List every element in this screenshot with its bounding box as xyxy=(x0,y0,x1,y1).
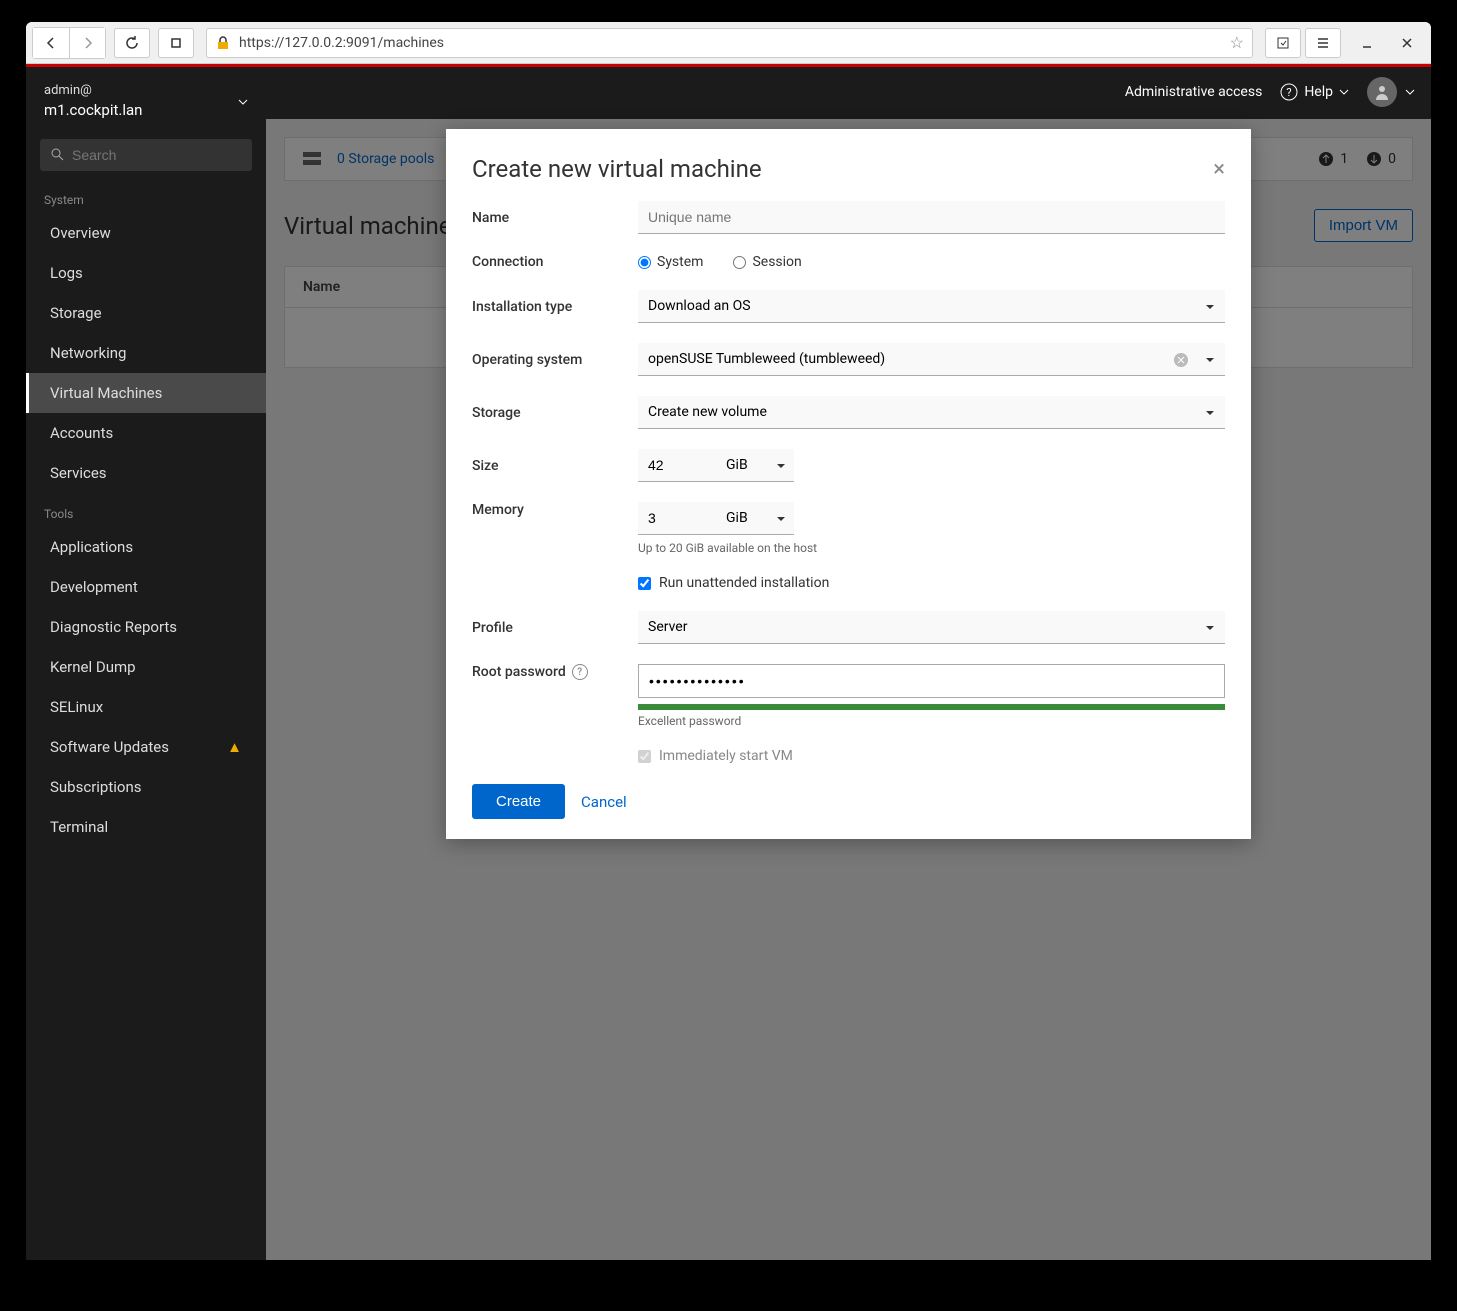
memory-hint: Up to 20 GiB available on the host xyxy=(638,541,1225,555)
radio-system[interactable]: System xyxy=(638,254,703,270)
size-input[interactable] xyxy=(638,449,716,482)
reload-button[interactable] xyxy=(114,28,150,58)
sidebar-item-logs[interactable]: Logs xyxy=(26,253,266,293)
lock-icon xyxy=(215,35,231,51)
label-install-type: Installation type xyxy=(472,299,638,315)
label-size: Size xyxy=(472,458,638,474)
chevron-down-icon xyxy=(238,99,248,105)
admin-access-label[interactable]: Administrative access xyxy=(1125,84,1262,100)
svg-text:?: ? xyxy=(1287,86,1292,99)
radio-session[interactable]: Session xyxy=(733,254,801,270)
browser-toolbar: https://127.0.0.2:9091/machines ☆ xyxy=(26,22,1431,64)
name-input[interactable] xyxy=(638,201,1225,234)
warning-icon: ▲ xyxy=(227,738,242,756)
label-memory: Memory xyxy=(472,502,638,518)
minimize-button[interactable] xyxy=(1349,28,1385,58)
search-icon xyxy=(50,147,64,161)
size-unit-select[interactable]: GiB xyxy=(716,449,794,482)
avatar-icon xyxy=(1367,77,1397,107)
sidebar-item-overview[interactable]: Overview xyxy=(26,213,266,253)
cancel-button[interactable]: Cancel xyxy=(581,793,627,811)
memory-unit-select[interactable]: GiB xyxy=(716,502,794,535)
url-bar[interactable]: https://127.0.0.2:9091/machines ☆ xyxy=(206,28,1253,58)
caret-down-icon xyxy=(776,463,786,469)
clear-icon[interactable] xyxy=(1173,352,1189,368)
create-vm-modal: Create new virtual machine × Name Connec… xyxy=(446,129,1251,839)
sidebar-item-software-updates[interactable]: Software Updates ▲ xyxy=(26,727,266,767)
help-icon[interactable]: ? xyxy=(572,664,588,680)
nav-section-system: System xyxy=(26,179,266,213)
label-os: Operating system xyxy=(472,352,638,368)
modal-overlay: Create new virtual machine × Name Connec… xyxy=(266,119,1431,1260)
nav-section-tools: Tools xyxy=(26,493,266,527)
sidebar-item-networking[interactable]: Networking xyxy=(26,333,266,373)
modal-title: Create new virtual machine xyxy=(472,155,762,183)
host-name: m1.cockpit.lan xyxy=(44,100,142,121)
bookmark-star-icon[interactable]: ☆ xyxy=(1230,33,1244,52)
memory-input[interactable] xyxy=(638,502,716,535)
host-user: admin@ xyxy=(44,82,142,100)
sidebar: admin@ m1.cockpit.lan System Overview Lo… xyxy=(26,64,266,1260)
label-name: Name xyxy=(472,210,638,226)
search-input[interactable] xyxy=(40,139,252,171)
sidebar-item-applications[interactable]: Applications xyxy=(26,527,266,567)
label-storage: Storage xyxy=(472,405,638,421)
menu-button[interactable] xyxy=(1305,28,1341,58)
sidebar-item-subscriptions[interactable]: Subscriptions xyxy=(26,767,266,807)
install-type-select[interactable]: Download an OS xyxy=(638,290,1225,323)
sidebar-item-terminal[interactable]: Terminal xyxy=(26,807,266,847)
caret-down-icon xyxy=(776,516,786,522)
os-select[interactable]: openSUSE Tumbleweed (tumbleweed) xyxy=(638,343,1225,376)
sidebar-item-kernel-dump[interactable]: Kernel Dump xyxy=(26,647,266,687)
password-strength-bar xyxy=(638,704,1225,710)
forward-button[interactable] xyxy=(69,28,105,58)
sidebar-item-storage[interactable]: Storage xyxy=(26,293,266,333)
immediate-start-checkbox[interactable]: Immediately start VM xyxy=(638,748,1225,764)
sidebar-item-virtual-machines[interactable]: Virtual Machines xyxy=(26,373,266,413)
create-button[interactable]: Create xyxy=(472,784,565,819)
sidebar-item-development[interactable]: Development xyxy=(26,567,266,607)
label-root-password: Root password xyxy=(472,664,566,680)
close-modal-button[interactable]: × xyxy=(1213,157,1225,182)
close-button[interactable] xyxy=(1389,28,1425,58)
profile-select[interactable]: Server xyxy=(638,611,1225,644)
chevron-down-icon xyxy=(1405,89,1415,95)
root-password-input[interactable] xyxy=(638,664,1225,698)
label-connection: Connection xyxy=(472,254,638,270)
sidebar-item-services[interactable]: Services xyxy=(26,453,266,493)
host-selector[interactable]: admin@ m1.cockpit.lan xyxy=(26,72,266,131)
chevron-down-icon xyxy=(1339,89,1349,95)
help-button[interactable]: ? Help xyxy=(1280,83,1349,101)
help-icon: ? xyxy=(1280,83,1298,101)
user-menu[interactable] xyxy=(1367,77,1415,107)
sidebar-item-diagnostic-reports[interactable]: Diagnostic Reports xyxy=(26,607,266,647)
home-button[interactable] xyxy=(158,28,194,58)
sidebar-item-selinux[interactable]: SELinux xyxy=(26,687,266,727)
unattended-checkbox[interactable]: Run unattended installation xyxy=(638,575,1225,591)
password-hint: Excellent password xyxy=(638,714,1225,728)
back-button[interactable] xyxy=(33,28,69,58)
shield-button[interactable] xyxy=(1265,28,1301,58)
url-text: https://127.0.0.2:9091/machines xyxy=(239,35,1230,51)
accent-line xyxy=(26,64,1431,67)
label-profile: Profile xyxy=(472,620,638,636)
sidebar-item-accounts[interactable]: Accounts xyxy=(26,413,266,453)
storage-select[interactable]: Create new volume xyxy=(638,396,1225,429)
topbar: Administrative access ? Help xyxy=(266,64,1431,119)
